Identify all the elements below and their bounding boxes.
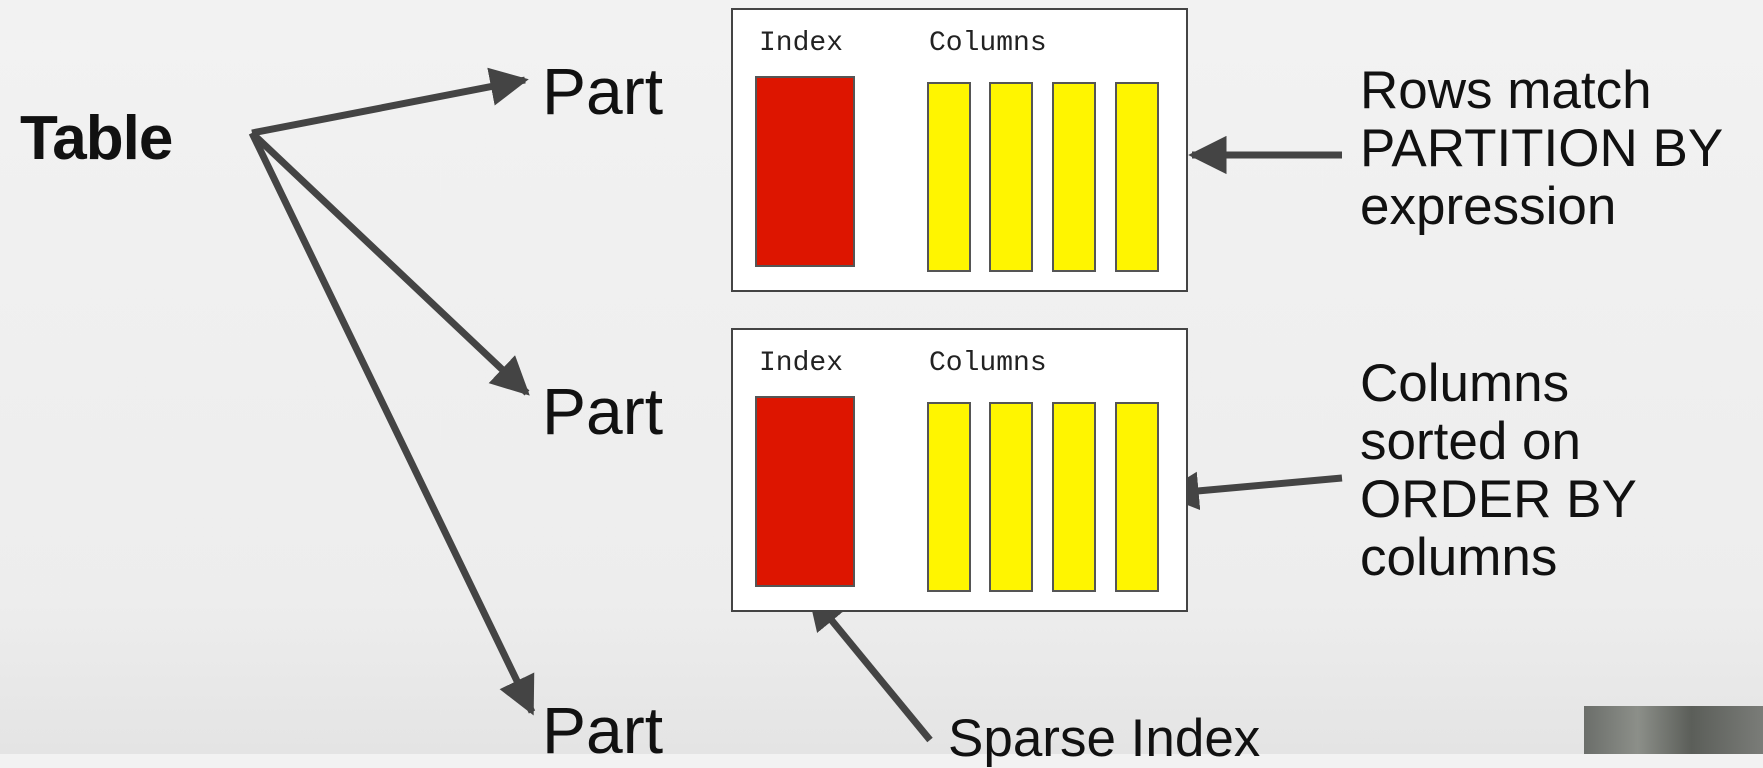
sparse-index-label: Sparse Index [948,709,1261,768]
column-block [989,402,1033,592]
arrow-table-to-part-2 [249,130,530,396]
note-line: PARTITION BY [1360,119,1724,178]
column-block [927,402,971,592]
index-label: Index [759,28,844,59]
arrow-table-to-part-3 [248,131,536,716]
note-line: columns [1360,528,1558,587]
part-label-2: Part [542,374,664,448]
note-line: expression [1360,177,1617,236]
part-label-1: Part [542,54,664,128]
part-label-3: Part [542,693,664,767]
column-block [989,82,1033,272]
column-block [1115,402,1159,592]
columns-label: Columns [929,28,1047,59]
column-block [1052,82,1096,272]
part-box-1: Index Columns [731,8,1188,292]
order-note: Columns sorted on ORDER BY columns [1360,355,1637,587]
partition-note: Rows match PARTITION BY expression [1360,62,1723,236]
part-box-2: Index Columns [731,328,1188,612]
index-block [755,396,855,587]
arrow-table-to-part-1 [251,67,529,137]
arrow-sparse-index [807,591,933,743]
arrow-order-note [1160,471,1343,511]
index-label: Index [759,348,844,379]
table-label: Table [20,104,173,173]
video-thumbnail [1584,706,1763,754]
note-line: sorted on [1360,412,1581,471]
column-block [1052,402,1096,592]
note-line: Columns [1360,354,1570,413]
note-line: Rows match [1360,61,1652,120]
note-line: ORDER BY [1360,470,1637,529]
column-block [927,82,971,272]
index-block [755,76,855,267]
columns-label: Columns [929,348,1047,379]
column-block [1115,82,1159,272]
